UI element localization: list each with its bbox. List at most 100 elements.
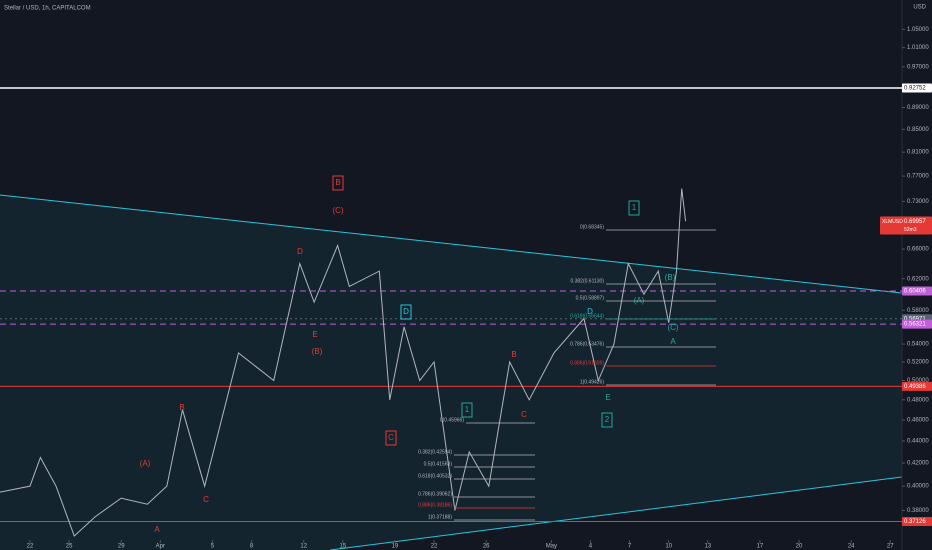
- price-tag-label: 0.56321: [904, 322, 926, 328]
- x-tick-label: 5: [211, 544, 215, 550]
- fib-label: 1(0.49426): [580, 379, 605, 385]
- annotation-box: [461, 402, 473, 418]
- annotation-box: [628, 200, 640, 216]
- x-tick-label: 7: [628, 544, 632, 550]
- y-tick-label: 0.77000: [907, 174, 929, 180]
- y-tick-label: 0.40000: [907, 484, 929, 490]
- series-name: XLMUSD: [882, 219, 903, 225]
- y-tick-label: 0.85000: [907, 127, 929, 133]
- x-tick-label: 8: [250, 544, 254, 550]
- y-tick-label: 0.97000: [907, 64, 929, 70]
- wave-label: C: [521, 410, 527, 419]
- wave-label: E: [312, 330, 317, 339]
- fib-label: 0.382(0.42594): [418, 449, 452, 455]
- fib-label: 0.786(0.39062): [418, 491, 452, 497]
- wave-label: D: [587, 307, 593, 316]
- y-tick-label: 0.46000: [907, 418, 929, 424]
- fib-label: 0.886(0.51609): [570, 360, 604, 366]
- x-tick-label: 19: [392, 544, 399, 550]
- wave-label: A: [154, 525, 160, 534]
- fib-label: 0.5(0.41563): [424, 461, 453, 467]
- price-tag: [902, 83, 932, 93]
- wave-label: B: [335, 178, 340, 187]
- x-tick-label: May: [546, 544, 557, 550]
- y-tick-label: 0.48000: [907, 397, 929, 403]
- y-tick-label: 0.44000: [907, 439, 929, 445]
- x-tick-label: 22: [431, 544, 438, 550]
- annotation-box: [601, 412, 613, 428]
- annotation-box: [400, 304, 412, 320]
- price-tag-label: 0.56971: [904, 316, 926, 322]
- fib-label: 0.786(0.53476): [570, 341, 604, 347]
- wave-label: B: [179, 403, 184, 412]
- y-tick-label: 0.52000: [907, 360, 929, 366]
- fib-label: 0.5(0.58897): [576, 295, 605, 301]
- currency: USD: [913, 5, 926, 11]
- x-tick-label: 17: [757, 544, 764, 550]
- x-tick-label: 20: [796, 544, 803, 550]
- wave-label: A: [670, 337, 676, 346]
- y-tick-label: 0.42000: [907, 461, 929, 467]
- y-tick-label: 0.89000: [907, 105, 929, 111]
- wave-label: (C): [332, 206, 343, 215]
- wave-label: (B): [312, 347, 323, 356]
- x-tick-label: 29: [118, 544, 125, 550]
- countdown: 52m3: [904, 227, 917, 233]
- wave-label: (C): [667, 323, 678, 332]
- wave-label: 1: [632, 203, 637, 212]
- x-tick-label: 10: [665, 544, 672, 550]
- y-tick-label: 0.58000: [907, 308, 929, 314]
- annotation-box: [385, 430, 397, 446]
- trend-line: [329, 476, 903, 550]
- x-tick-label: 12: [300, 544, 307, 550]
- annotation-box: [332, 175, 344, 191]
- wave-label: D: [297, 247, 303, 256]
- x-tick-label: 27: [887, 544, 894, 550]
- y-tick-label: 1.05000: [907, 27, 929, 33]
- chart-title: Stellar / USD, 1h, CAPITALCOM: [4, 6, 91, 12]
- trend-line: [0, 194, 903, 294]
- x-tick-label: 4: [589, 544, 593, 550]
- fib-label: 0.886(0.38186): [418, 502, 452, 508]
- x-tick-label: 13: [704, 544, 711, 550]
- wave-label: E: [605, 393, 610, 402]
- y-tick-label: 0.66000: [907, 247, 929, 253]
- y-tick-label: 0.73000: [907, 199, 929, 205]
- wave-label: (A): [140, 459, 151, 468]
- wave-label: 2: [605, 415, 610, 424]
- price-tag-label: 0.60406: [904, 289, 926, 295]
- wave-label: C: [388, 433, 394, 442]
- y-tick-label: 0.62000: [907, 276, 929, 282]
- x-tick-label: Apr: [156, 544, 165, 550]
- last-price-box: [880, 216, 932, 235]
- y-tick-label: 0.38000: [907, 508, 929, 514]
- wave-label: D: [403, 307, 409, 316]
- fib-label: 0(0.45966): [440, 417, 465, 423]
- x-tick-label: 24: [848, 544, 855, 550]
- wave-label: (B): [665, 273, 676, 282]
- y-tick-label: 1.01000: [907, 45, 929, 51]
- fib-label: 0.382(0.61130): [570, 278, 604, 284]
- price-tag: [902, 319, 932, 329]
- y-tick-label: 0.54000: [907, 342, 929, 348]
- wave-label: C: [203, 495, 209, 504]
- fib-label: 0(0.68345): [580, 224, 605, 230]
- wave-label: 1: [465, 405, 470, 414]
- fib-label: 0.618(0.56644): [570, 313, 604, 319]
- x-tick-label: 26: [483, 544, 490, 550]
- price-tag-label: 0.37126: [904, 519, 926, 525]
- price-tag: [902, 516, 932, 526]
- y-tick-label: 0.81000: [907, 150, 929, 156]
- wave-label: B: [511, 350, 516, 359]
- price-tag: [902, 286, 932, 296]
- x-tick-label: 22: [27, 544, 34, 550]
- fib-label: 1(0.37188): [428, 514, 453, 520]
- x-tick-label: 25: [66, 544, 73, 550]
- last-price-label: 0.69957: [904, 219, 926, 225]
- y-tick-label: 0.50000: [907, 378, 929, 384]
- price-tag: [902, 381, 932, 391]
- fib-label: 0.618(0.40532): [418, 473, 452, 479]
- price-tag-label: 0.49386: [904, 384, 926, 390]
- x-tick-label: 15: [339, 544, 346, 550]
